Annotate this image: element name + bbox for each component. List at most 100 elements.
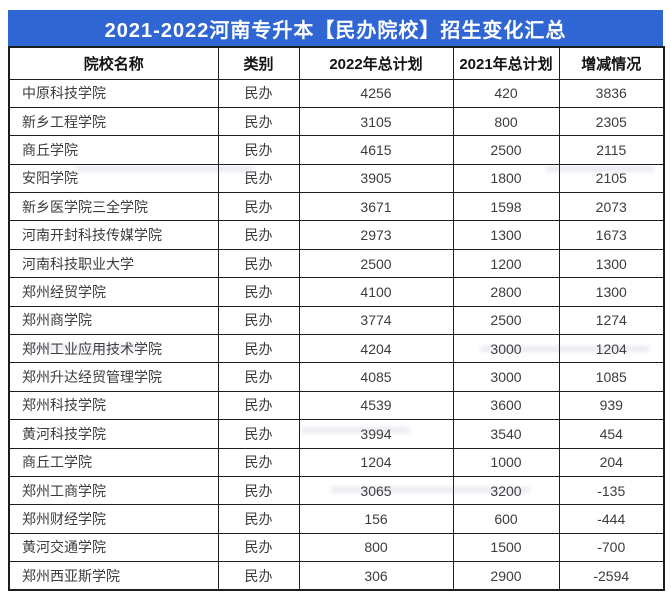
college-name-cell: 郑州经贸学院 (8, 277, 219, 307)
plan-2022-cell: 4100 (298, 277, 454, 307)
category-cell: 民办 (217, 305, 300, 336)
page-title: 2021-2022河南专升本【民办院校】招生变化汇总 (104, 19, 567, 42)
plan-2021-cell: 2500 (452, 305, 560, 336)
table-row: 中原科技学院 民办 4256 420 3836 (8, 78, 665, 108)
plan-2022-cell: 3994 (298, 419, 454, 449)
plan-2021-cell: 2800 (452, 277, 560, 307)
college-name-header: 院校名称 (8, 46, 219, 80)
category-cell: 民办 (217, 277, 300, 307)
plan-2022-cell: 4085 (298, 362, 454, 392)
table-header-row: 院校名称 类别 2022年总计划 2021年总计划 增减情况 (8, 46, 665, 80)
category-cell: 民办 (217, 106, 300, 137)
table-body: 中原科技学院 民办 4256 420 3836 新乡工程学院 民办 3105 800 2305 商丘… (8, 78, 665, 591)
category-cell: 民办 (217, 220, 300, 250)
plan-2021-cell: 3200 (452, 475, 560, 506)
table-row: 新乡工程学院 民办 3105 800 2305 (8, 106, 665, 137)
college-name-cell: 安阳学院 (8, 163, 219, 194)
table-row: 郑州科技学院 民办 4539 3600 939 (8, 390, 665, 421)
plan-2021-cell: 2500 (452, 135, 560, 165)
category-cell: 民办 (217, 532, 300, 563)
table-row: 河南科技职业大学 民办 2500 1200 1300 (8, 248, 665, 279)
table-row: 郑州工商学院 民办 3065 3200 -135 (8, 475, 665, 506)
category-cell: 民办 (217, 248, 300, 279)
table-row: 郑州升达经贸管理学院 民办 4085 3000 1085 (8, 362, 665, 392)
college-name-cell: 新乡医学院三全学院 (8, 192, 219, 222)
plan-2022-cell: 306 (298, 561, 454, 591)
change-cell: -2594 (558, 561, 665, 591)
category-cell: 民办 (217, 334, 300, 364)
category-cell: 民办 (217, 135, 300, 165)
plan-2022-cell: 1204 (298, 447, 454, 477)
change-cell: 939 (558, 390, 665, 421)
plan-2022-cell: 4204 (298, 334, 454, 364)
table-row: 新乡医学院三全学院 民办 3671 1598 2073 (8, 192, 665, 222)
category-cell: 民办 (217, 447, 300, 477)
category-cell: 民办 (217, 504, 300, 534)
college-name-cell: 郑州工商学院 (8, 475, 219, 506)
college-name-cell: 郑州科技学院 (8, 390, 219, 421)
plan-2022-cell: 2500 (298, 248, 454, 279)
college-name-cell: 郑州西亚斯学院 (8, 561, 219, 591)
change-cell: -135 (558, 475, 665, 506)
change-cell: 2115 (558, 135, 665, 165)
plan-2021-header: 2021年总计划 (452, 46, 560, 80)
category-cell: 民办 (217, 78, 300, 108)
category-cell: 民办 (217, 475, 300, 506)
change-header: 增减情况 (558, 46, 665, 80)
category-cell: 民办 (217, 362, 300, 392)
plan-2021-cell: 1300 (452, 220, 560, 250)
change-cell: 1274 (558, 305, 665, 336)
college-name-cell: 黄河科技学院 (8, 419, 219, 449)
plan-2021-cell: 800 (452, 106, 560, 137)
college-name-cell: 中原科技学院 (8, 78, 219, 108)
category-cell: 民办 (217, 561, 300, 591)
college-name-cell: 商丘工学院 (8, 447, 219, 477)
college-name-cell: 商丘学院 (8, 135, 219, 165)
plan-2022-cell: 3774 (298, 305, 454, 336)
table-row: 商丘工学院 民办 1204 1000 204 (8, 447, 665, 477)
table-row: 郑州经贸学院 民办 4100 2800 1300 (8, 277, 665, 307)
change-cell: 1300 (558, 248, 665, 279)
plan-2021-cell: 1200 (452, 248, 560, 279)
college-name-cell: 黄河交通学院 (8, 532, 219, 563)
change-cell: 1673 (558, 220, 665, 250)
title-bar: 2021-2022河南专升本【民办院校】招生变化汇总 (8, 10, 663, 46)
category-cell: 民办 (217, 419, 300, 449)
college-name-cell: 郑州商学院 (8, 305, 219, 336)
plan-2022-cell: 156 (298, 504, 454, 534)
table-row: 商丘学院 民办 4615 2500 2115 (8, 135, 665, 165)
table-row: 黄河交通学院 民办 800 1500 -700 (8, 532, 665, 563)
college-name-cell: 郑州升达经贸管理学院 (8, 362, 219, 392)
category-cell: 民办 (217, 192, 300, 222)
enrollment-table: 院校名称 类别 2022年总计划 2021年总计划 增减情况 中原科技学院 民办 4256 4… (8, 46, 665, 592)
plan-2021-cell: 3000 (452, 362, 560, 392)
change-cell: 1300 (558, 277, 665, 307)
college-name-cell: 河南开封科技传媒学院 (8, 220, 219, 250)
change-cell: 1204 (558, 334, 665, 364)
table-row: 郑州工业应用技术学院 民办 4204 3000 1204 (8, 334, 665, 364)
plan-2022-cell: 2973 (298, 220, 454, 250)
plan-2022-cell: 3671 (298, 192, 454, 222)
plan-2021-cell: 600 (452, 504, 560, 534)
plan-2021-cell: 3000 (452, 334, 560, 364)
category-cell: 民办 (217, 390, 300, 421)
category-header: 类别 (217, 46, 300, 80)
change-cell: 204 (558, 447, 665, 477)
plan-2021-cell: 3600 (452, 390, 560, 421)
college-name-cell: 郑州财经学院 (8, 504, 219, 534)
plan-2021-cell: 2900 (452, 561, 560, 591)
plan-2022-cell: 3065 (298, 475, 454, 506)
college-name-cell: 郑州工业应用技术学院 (8, 334, 219, 364)
college-name-cell: 河南科技职业大学 (8, 248, 219, 279)
change-cell: 454 (558, 419, 665, 449)
change-cell: 3836 (558, 78, 665, 108)
change-cell: 2105 (558, 163, 665, 194)
table-row: 安阳学院 民办 3905 1800 2105 (8, 163, 665, 194)
plan-2022-cell: 800 (298, 532, 454, 563)
table-row: 黄河科技学院 民办 3994 3540 454 (8, 419, 665, 449)
table-row: 郑州西亚斯学院 民办 306 2900 -2594 (8, 561, 665, 591)
change-cell: 1085 (558, 362, 665, 392)
change-cell: -444 (558, 504, 665, 534)
change-cell: 2073 (558, 192, 665, 222)
